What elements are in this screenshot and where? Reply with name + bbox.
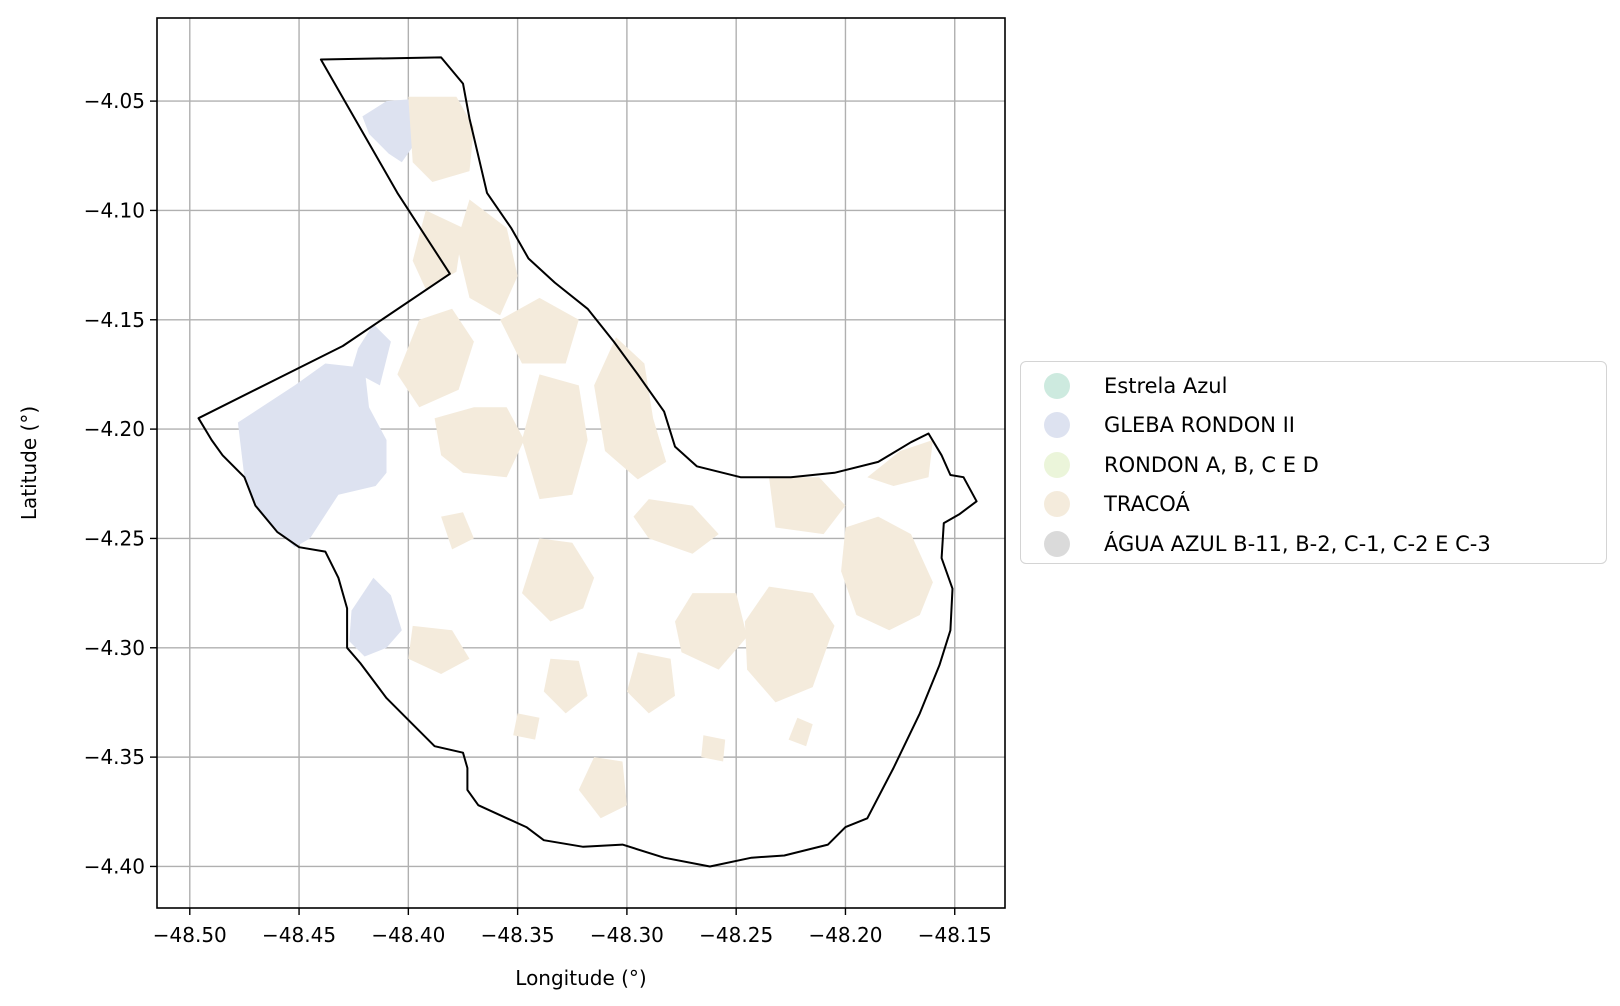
- region-traco: [456, 199, 518, 316]
- y-axis-ticks: −4.05 −4.10 −4.15 −4.20 −4.25 −4.30 −4.35 −4.40: [84, 89, 157, 878]
- region-traco: [867, 440, 933, 486]
- x-tick-label: −48.45: [262, 923, 336, 947]
- region-traco: [788, 717, 813, 747]
- boundary-outline: [197, 56, 978, 868]
- region-polygons: [237, 96, 933, 819]
- region-traco: [408, 625, 470, 674]
- municipality-boundary: [197, 56, 978, 868]
- legend-item: Estrela Azul: [1021, 366, 1606, 406]
- y-tick-label: −4.10: [84, 198, 145, 222]
- region-traco: [522, 538, 595, 622]
- legend-label: GLEBA RONDON II: [1104, 413, 1295, 438]
- region-traco: [701, 735, 726, 762]
- x-tick-label: −48.35: [481, 923, 555, 947]
- region-gleba-rondon-ii: [237, 363, 387, 548]
- region-traco: [441, 512, 474, 550]
- legend-label: TRACOÁ: [1104, 492, 1190, 517]
- x-tick-label: −48.40: [371, 923, 445, 947]
- region-traco: [769, 477, 846, 535]
- y-tick-label: −4.20: [84, 417, 145, 441]
- region-traco: [578, 757, 627, 819]
- legend-label: RONDON A, B, C E D: [1104, 452, 1319, 477]
- region-gleba-rondon-ii: [349, 577, 402, 657]
- legend-marker: [1044, 412, 1070, 439]
- y-tick-label: −4.05: [84, 89, 145, 113]
- region-traco: [841, 516, 933, 631]
- y-tick-label: −4.25: [84, 526, 145, 550]
- x-tick-label: −48.20: [808, 923, 882, 947]
- region-traco: [408, 96, 474, 182]
- region-traco: [594, 337, 667, 480]
- x-tick-label: −48.50: [153, 923, 227, 947]
- region-traco: [513, 713, 540, 740]
- y-tick-label: −4.15: [84, 308, 145, 332]
- x-tick-label: −48.30: [590, 923, 664, 947]
- legend-label: Estrela Azul: [1104, 373, 1228, 398]
- legend-marker: [1044, 530, 1070, 557]
- region-traco: [522, 374, 588, 500]
- region-traco: [626, 652, 675, 714]
- region-traco: [744, 586, 835, 703]
- axes-frame: [156, 17, 1006, 909]
- legend-label: ÁGUA AZUL B-11, B-2, C-1, C-2 E C-3: [1104, 531, 1491, 556]
- region-traco: [633, 499, 719, 554]
- legend-item: TRACOÁ: [1021, 485, 1606, 525]
- legend-item: GLEBA RONDON II: [1021, 406, 1606, 446]
- x-tick-label: −48.25: [699, 923, 773, 947]
- y-tick-label: −4.35: [84, 745, 145, 769]
- region-traco: [543, 658, 588, 714]
- x-axis-label: Longitude (°): [515, 966, 646, 990]
- region-gleba-rondon-ii: [362, 98, 418, 163]
- x-axis-ticks: −48.50 −48.45 −48.40 −48.35 −48.30 −48.25 −48.…: [153, 908, 992, 947]
- grid-lines: [157, 18, 1005, 908]
- legend-item: ÁGUA AZUL B-11, B-2, C-1, C-2 E C-3: [1021, 524, 1606, 564]
- region-traco: [412, 210, 463, 290]
- legend-marker: [1044, 451, 1070, 478]
- y-tick-label: −4.40: [84, 854, 145, 878]
- region-traco: [500, 297, 579, 364]
- legend-item: RONDON A, B, C E D: [1021, 445, 1606, 485]
- y-axis-label: Latitude (°): [17, 406, 41, 520]
- region-traco: [397, 308, 474, 408]
- legend: Estrela Azul GLEBA RONDON II RONDON A, B, …: [1020, 361, 1607, 564]
- region-traco: [675, 593, 748, 670]
- x-tick-label: −48.15: [918, 923, 992, 947]
- y-tick-label: −4.30: [84, 636, 145, 660]
- region-gleba-rondon-ii: [351, 324, 391, 386]
- legend-marker: [1044, 491, 1070, 518]
- region-traco: [434, 407, 525, 478]
- legend-marker: [1044, 372, 1070, 399]
